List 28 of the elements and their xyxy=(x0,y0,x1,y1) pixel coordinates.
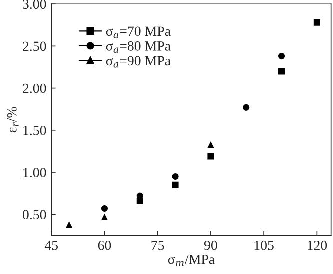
y-axis-title: ε$_{r}$/% xyxy=(7,107,19,133)
point xyxy=(314,19,320,26)
point xyxy=(101,214,108,220)
point xyxy=(172,173,179,180)
x-axis-title: σ$_{m}$/MPa xyxy=(168,254,215,266)
y-tick-label: 1.00 xyxy=(24,168,46,178)
x-tick-label: 45 xyxy=(44,240,58,250)
x-tick-label: 105 xyxy=(254,240,274,250)
x-tick-label: 90 xyxy=(204,240,218,250)
y-tick-label: 2.50 xyxy=(23,42,46,52)
x-tick-label: 120 xyxy=(308,240,328,250)
y-tick-label: 0.50 xyxy=(22,210,46,220)
point xyxy=(278,53,286,60)
legend-label: σ$_{a}$=70 MPa xyxy=(106,26,171,38)
point xyxy=(208,141,214,148)
y-tick-label: 1.50 xyxy=(24,126,46,136)
point xyxy=(243,104,250,111)
point xyxy=(172,182,179,188)
point xyxy=(208,153,214,160)
x-tick-label: 75 xyxy=(152,241,164,250)
x-tick-label: 60 xyxy=(98,240,112,250)
y-tick-label: 2.00 xyxy=(23,84,46,94)
y-tick-label: 3.00 xyxy=(23,0,46,10)
point xyxy=(101,205,108,212)
legend-label: σ$_{a}$=80 MPa xyxy=(106,42,171,54)
legend-label: σ$_{a}$=90 MPa xyxy=(106,56,171,68)
point xyxy=(66,221,73,228)
point xyxy=(278,68,286,75)
